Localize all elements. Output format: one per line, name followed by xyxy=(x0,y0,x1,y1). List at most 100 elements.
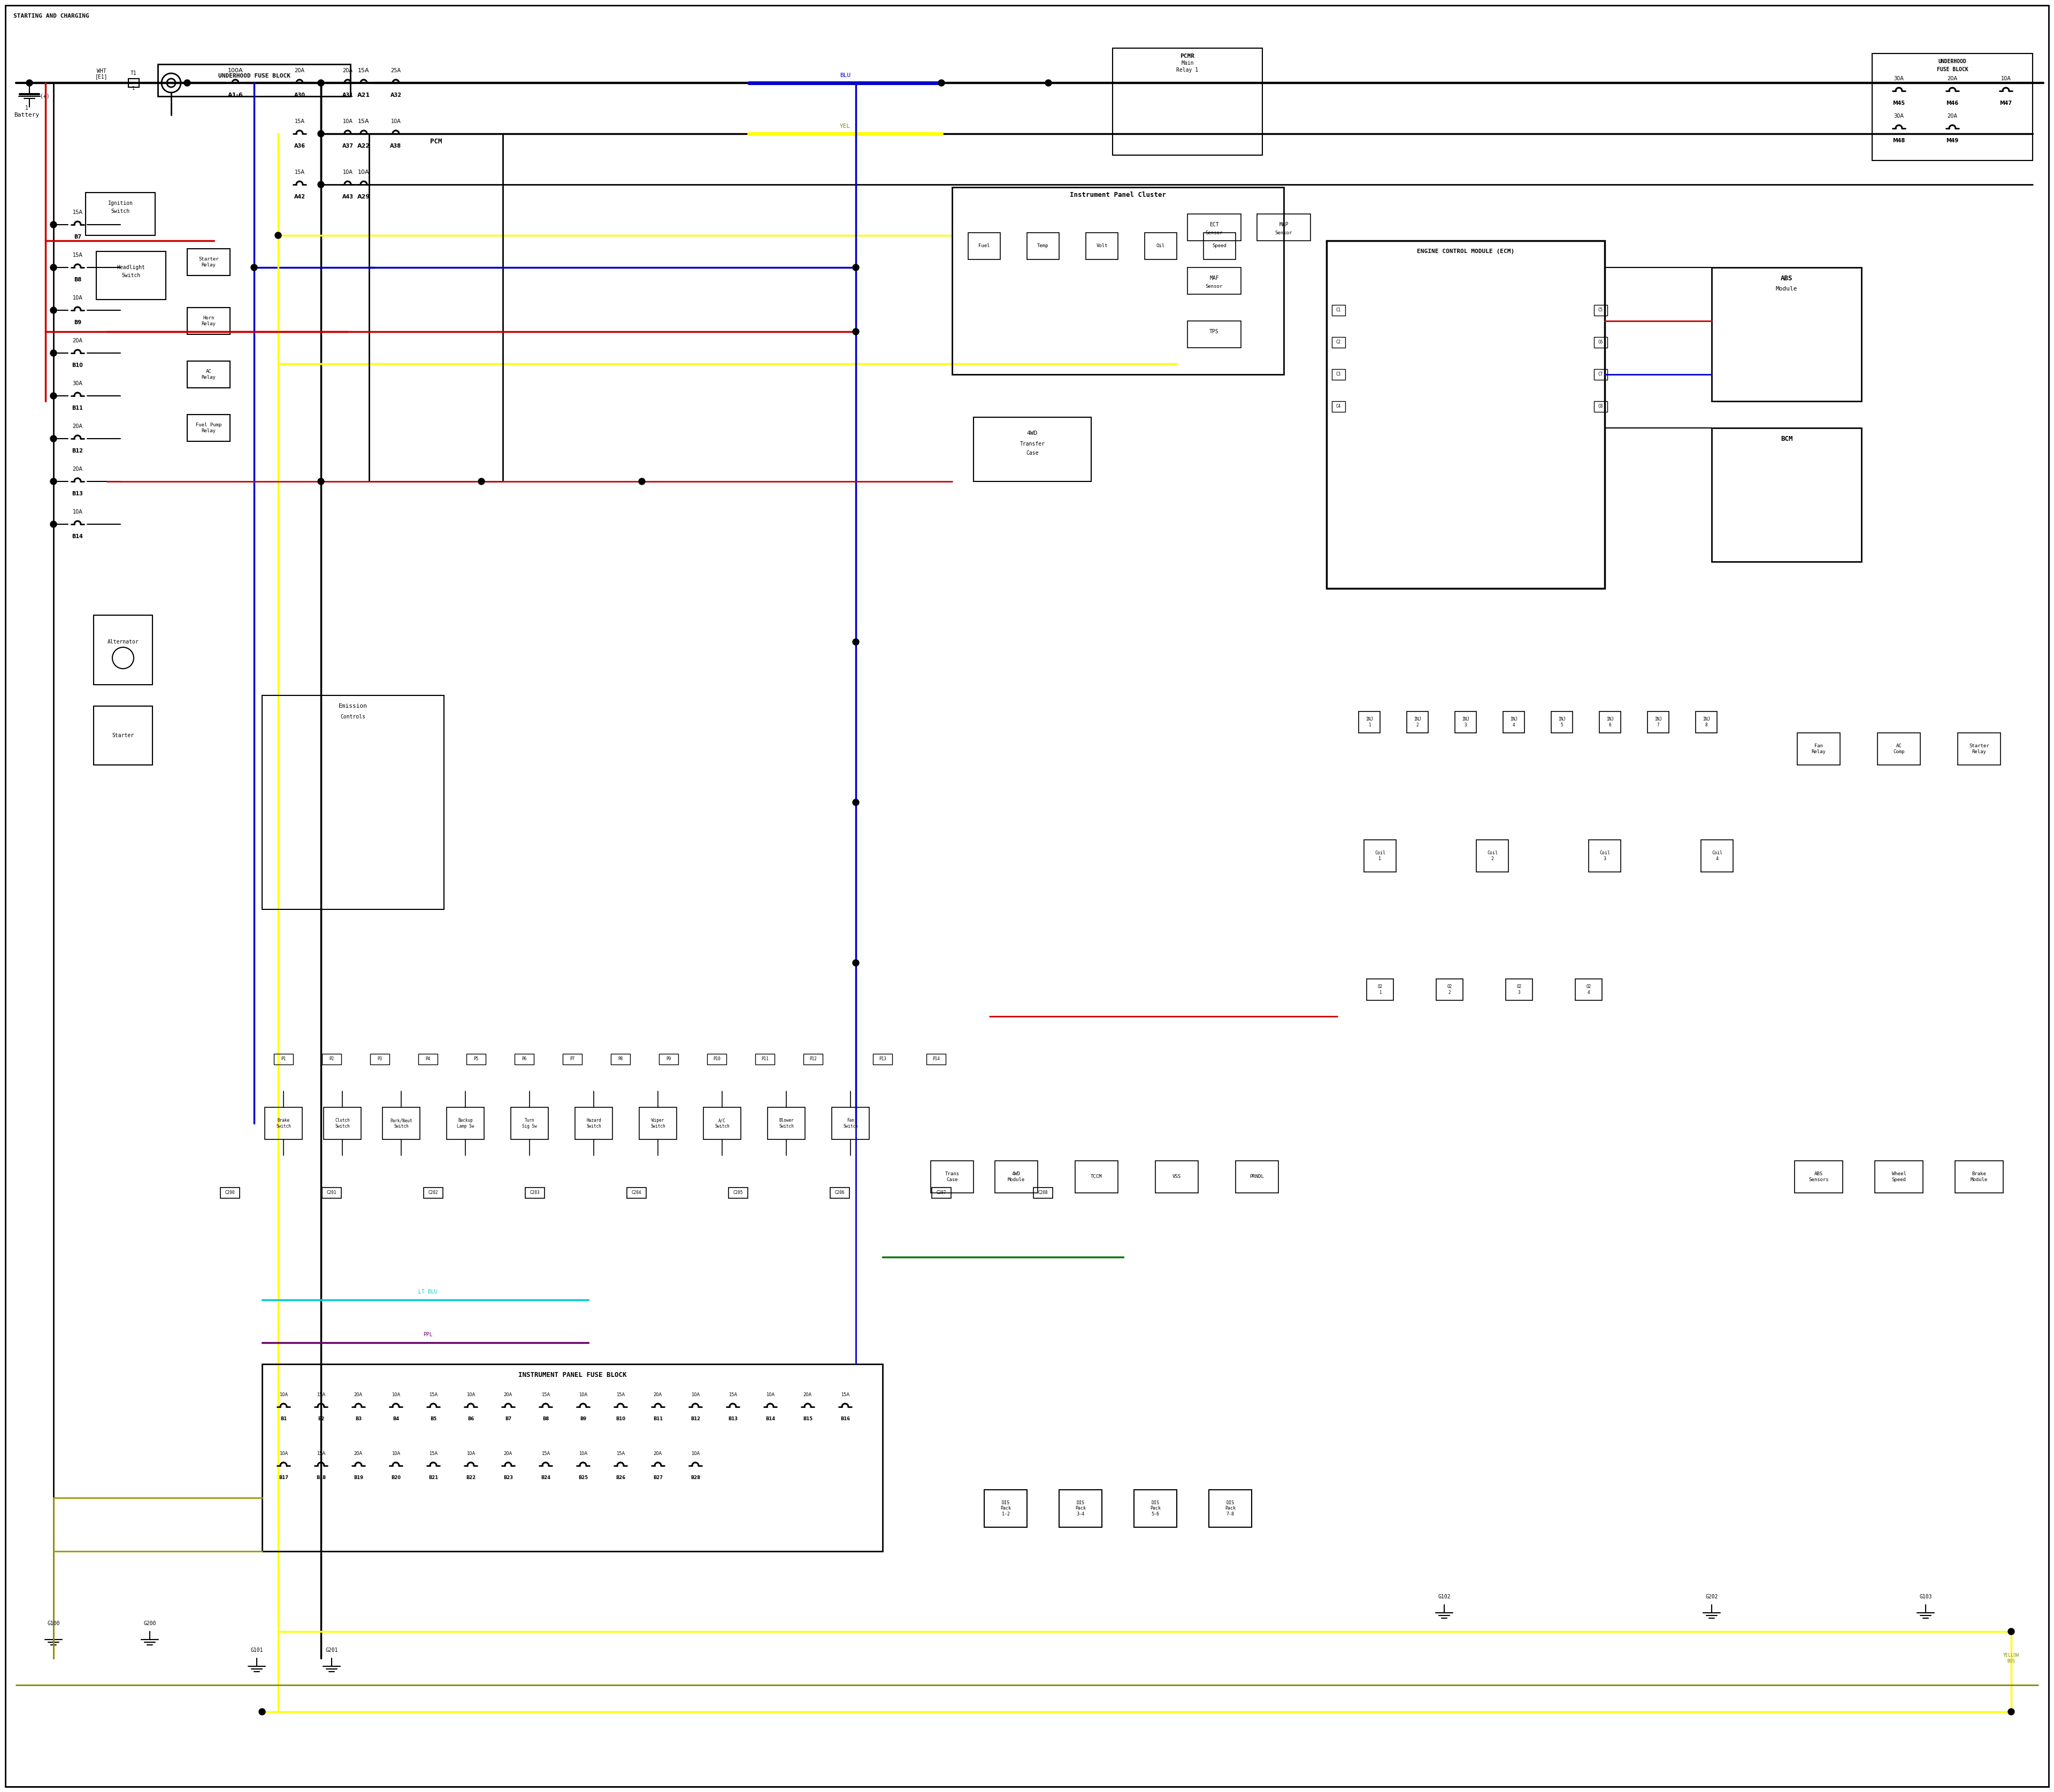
Text: 25A: 25A xyxy=(390,68,401,73)
Text: ENGINE CONTROL MODULE (ECM): ENGINE CONTROL MODULE (ECM) xyxy=(1417,249,1514,254)
Circle shape xyxy=(49,478,58,484)
Bar xyxy=(263,1364,883,1552)
Text: DIS
Pack
7-8: DIS Pack 7-8 xyxy=(1224,1500,1237,1516)
Bar xyxy=(423,1188,444,1199)
Bar xyxy=(1575,978,1602,1000)
Text: 15A: 15A xyxy=(294,118,304,124)
Text: 20A: 20A xyxy=(72,339,82,344)
Bar xyxy=(768,1107,805,1140)
Text: INJ
3: INJ 3 xyxy=(1462,717,1469,728)
Text: P14: P14 xyxy=(933,1057,941,1061)
Bar xyxy=(1358,711,1380,733)
Text: A36: A36 xyxy=(294,143,306,149)
Text: Controls: Controls xyxy=(341,715,366,719)
Text: C208: C208 xyxy=(1037,1190,1048,1195)
Text: Sensor: Sensor xyxy=(1206,283,1222,289)
Bar xyxy=(1144,233,1177,260)
Bar xyxy=(1364,840,1397,873)
Text: C206: C206 xyxy=(834,1190,844,1195)
Text: 20A: 20A xyxy=(1947,113,1957,118)
Text: Volt: Volt xyxy=(1097,244,1107,249)
Text: ECT: ECT xyxy=(1210,222,1218,228)
Text: Hazard
Switch: Hazard Switch xyxy=(585,1118,602,1129)
Text: B10: B10 xyxy=(72,362,82,367)
Text: Backup
Lamp Sw: Backup Lamp Sw xyxy=(456,1118,474,1129)
Text: Trans
Case: Trans Case xyxy=(945,1172,959,1183)
Text: Module: Module xyxy=(1777,287,1797,292)
Bar xyxy=(1594,369,1608,380)
Text: 10A: 10A xyxy=(392,1392,401,1398)
Text: B8: B8 xyxy=(542,1416,548,1421)
Text: B14: B14 xyxy=(766,1416,774,1421)
Bar xyxy=(1033,1188,1052,1199)
Text: B18: B18 xyxy=(316,1475,327,1480)
Bar xyxy=(94,615,152,685)
Bar xyxy=(1957,733,2001,765)
Text: 100A: 100A xyxy=(228,68,242,73)
Text: Wiper
Switch: Wiper Switch xyxy=(651,1118,665,1129)
Text: 20A: 20A xyxy=(503,1452,514,1457)
Text: Wheel
Speed: Wheel Speed xyxy=(1892,1172,1906,1183)
Text: 4WD
Module: 4WD Module xyxy=(1009,1172,1025,1183)
Circle shape xyxy=(318,79,325,86)
Text: Transfer: Transfer xyxy=(1019,441,1045,446)
Bar xyxy=(830,1188,850,1199)
Bar xyxy=(1588,840,1621,873)
Text: UNDERHOOD FUSE BLOCK: UNDERHOOD FUSE BLOCK xyxy=(218,73,290,79)
Bar xyxy=(263,695,444,909)
Text: 20A: 20A xyxy=(653,1392,661,1398)
Text: O2
3: O2 3 xyxy=(1516,984,1522,995)
Bar xyxy=(1204,233,1237,260)
Text: 4WD: 4WD xyxy=(1027,430,1037,435)
Text: 30A: 30A xyxy=(1894,113,1904,118)
Text: 30A: 30A xyxy=(1894,75,1904,81)
Text: AC
Comp: AC Comp xyxy=(1894,744,1904,754)
Circle shape xyxy=(318,478,325,484)
Text: MAF: MAF xyxy=(1210,276,1218,281)
Text: A21: A21 xyxy=(357,93,370,99)
Text: B7: B7 xyxy=(74,235,82,240)
Text: B14: B14 xyxy=(72,534,82,539)
Bar xyxy=(511,1107,548,1140)
Circle shape xyxy=(49,521,58,527)
Text: 10A: 10A xyxy=(466,1392,474,1398)
Text: 20A: 20A xyxy=(1947,75,1957,81)
Text: B10: B10 xyxy=(616,1416,624,1421)
Text: B21: B21 xyxy=(429,1475,438,1480)
Text: G202: G202 xyxy=(1705,1595,1717,1600)
Text: O2
2: O2 2 xyxy=(1448,984,1452,995)
Text: Sensor: Sensor xyxy=(1276,231,1292,235)
Text: YEL: YEL xyxy=(840,124,850,129)
Text: C7: C7 xyxy=(1598,373,1602,376)
Text: Coil
1: Coil 1 xyxy=(1374,851,1384,862)
Text: Starter
Relay: Starter Relay xyxy=(1970,744,1988,754)
Bar xyxy=(1955,1161,2003,1193)
Bar xyxy=(187,308,230,335)
Circle shape xyxy=(852,263,859,271)
Text: Brake
Switch: Brake Switch xyxy=(275,1118,292,1129)
Text: 30A: 30A xyxy=(72,382,82,387)
Bar xyxy=(265,1107,302,1140)
Bar xyxy=(446,1107,485,1140)
Text: PRNDL: PRNDL xyxy=(1249,1174,1263,1179)
Circle shape xyxy=(259,1708,265,1715)
Text: 15A: 15A xyxy=(294,170,304,176)
Text: C205: C205 xyxy=(733,1190,744,1195)
Bar xyxy=(626,1188,647,1199)
Text: B2: B2 xyxy=(318,1416,325,1421)
Bar xyxy=(526,1188,544,1199)
Text: Emission: Emission xyxy=(339,704,368,710)
Text: 10A: 10A xyxy=(357,170,370,176)
Bar xyxy=(1187,321,1241,348)
Bar xyxy=(1871,54,2033,161)
Bar xyxy=(1060,1489,1101,1527)
Circle shape xyxy=(639,478,645,484)
Text: 20A: 20A xyxy=(72,423,82,428)
Text: 15A: 15A xyxy=(72,253,82,258)
Circle shape xyxy=(49,222,58,228)
Text: A30: A30 xyxy=(294,93,306,99)
Bar xyxy=(325,1107,362,1140)
Text: FUSE BLOCK: FUSE BLOCK xyxy=(1937,66,1968,72)
Text: B16: B16 xyxy=(840,1416,850,1421)
Text: A/C
Switch: A/C Switch xyxy=(715,1118,729,1129)
